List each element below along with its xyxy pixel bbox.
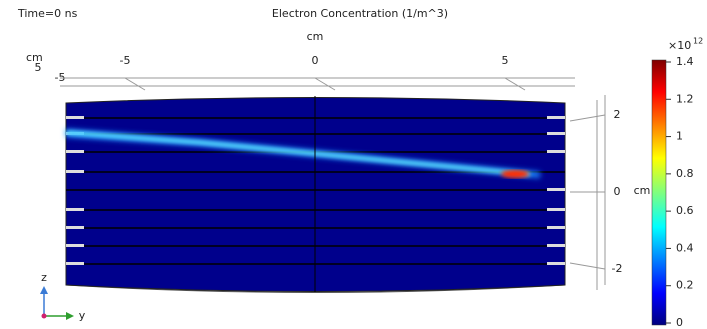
top-axis-label: cm — [307, 30, 324, 43]
right-tick-label: 2 — [614, 108, 621, 121]
time-label: Time=0 ns — [17, 7, 78, 20]
colorbar-tick-label: 1.4 — [676, 55, 694, 68]
top-tick-label: 0 — [312, 54, 319, 67]
colorbar-multiplier: ×10 — [668, 39, 691, 52]
colorbar-tick-label: 0.4 — [676, 241, 694, 254]
right-tick — [570, 115, 605, 121]
colorbar-tick-label: 0.2 — [676, 279, 694, 292]
colorbar-exponent: 12 — [693, 37, 703, 46]
right-axis-label: cm — [634, 184, 651, 197]
hot-spot — [501, 170, 529, 178]
top-tick — [125, 78, 145, 90]
top-tick-label: -5 — [120, 54, 131, 67]
right-tick-label: 0 — [614, 185, 621, 198]
top-tick — [315, 78, 335, 90]
chart: Time=0 ns Electron Concentration (1/m^3)… — [0, 0, 707, 329]
colorbar — [652, 60, 666, 325]
right-tick-label: -2 — [612, 262, 623, 275]
chart-title: Electron Concentration (1/m^3) — [272, 7, 448, 20]
left-tick-label: 5 — [35, 61, 42, 74]
top-tick — [505, 78, 525, 90]
colorbar-tick-label: 1 — [676, 130, 683, 143]
colorbar-tick-label: 1.2 — [676, 92, 694, 105]
colorbar-tick-label: 0.8 — [676, 167, 694, 180]
triad-z: z — [41, 271, 47, 284]
triad-y: y — [79, 309, 86, 322]
colorbar-tick-label: 0.6 — [676, 204, 694, 217]
right-tick — [570, 263, 605, 269]
top-tick-label: 5 — [502, 54, 509, 67]
axis-triad — [40, 286, 74, 320]
colorbar-tick-label: 0 — [676, 316, 683, 329]
